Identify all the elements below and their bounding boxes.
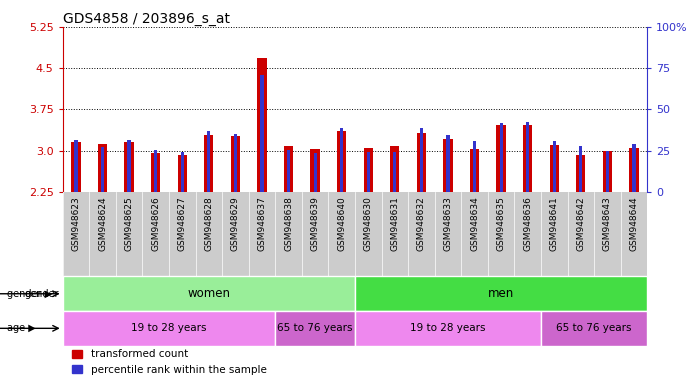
Bar <box>71 142 81 192</box>
Bar <box>234 134 237 192</box>
Text: GSM948634: GSM948634 <box>470 196 479 251</box>
Text: gender: gender <box>24 289 59 299</box>
Text: GSM948623: GSM948623 <box>72 196 81 251</box>
Text: GSM948640: GSM948640 <box>337 196 346 251</box>
Bar <box>633 144 635 192</box>
Bar <box>287 150 290 192</box>
Bar <box>553 141 556 192</box>
Bar <box>340 127 343 192</box>
Legend: transformed count, percentile rank within the sample: transformed count, percentile rank withi… <box>68 345 271 379</box>
Text: age ▶: age ▶ <box>7 323 35 333</box>
Text: GSM948633: GSM948633 <box>443 196 452 251</box>
Text: 65 to 76 years: 65 to 76 years <box>556 323 632 333</box>
Bar <box>355 276 647 311</box>
Bar <box>576 155 585 192</box>
Bar <box>151 154 160 192</box>
Bar <box>207 131 210 192</box>
Bar <box>284 146 293 192</box>
Text: GSM948636: GSM948636 <box>523 196 532 251</box>
Bar <box>275 311 355 346</box>
Bar <box>337 131 347 192</box>
Text: GSM948635: GSM948635 <box>497 196 505 251</box>
Text: GSM948626: GSM948626 <box>151 196 160 251</box>
Bar <box>367 152 370 192</box>
Bar <box>526 122 529 192</box>
Bar <box>258 58 267 192</box>
Text: 65 to 76 years: 65 to 76 years <box>277 323 353 333</box>
Text: men: men <box>488 287 514 300</box>
Bar <box>629 148 639 192</box>
Text: 19 to 28 years: 19 to 28 years <box>131 323 207 333</box>
Text: women: women <box>187 287 230 300</box>
Text: GSM948638: GSM948638 <box>284 196 293 251</box>
Text: GSM948644: GSM948644 <box>629 196 638 251</box>
Bar <box>417 132 426 192</box>
Text: gender ▶: gender ▶ <box>7 289 52 299</box>
Bar <box>181 152 184 192</box>
Text: GSM948631: GSM948631 <box>390 196 400 251</box>
Text: GSM948624: GSM948624 <box>98 196 107 251</box>
Bar <box>260 75 264 192</box>
Bar <box>63 276 355 311</box>
Text: GSM948628: GSM948628 <box>205 196 213 251</box>
Bar <box>443 139 452 192</box>
Bar <box>500 123 503 192</box>
Bar <box>606 151 609 192</box>
Text: 19 to 28 years: 19 to 28 years <box>410 323 486 333</box>
Bar <box>125 142 134 192</box>
Bar <box>363 148 373 192</box>
Bar <box>231 136 240 192</box>
Text: GSM948643: GSM948643 <box>603 196 612 251</box>
Text: GSM948629: GSM948629 <box>231 196 240 251</box>
Bar <box>310 149 319 192</box>
Text: GSM948639: GSM948639 <box>310 196 319 251</box>
Bar <box>541 311 647 346</box>
Bar <box>154 150 157 192</box>
Bar <box>74 140 77 192</box>
Text: GSM948641: GSM948641 <box>550 196 559 251</box>
Bar <box>63 311 275 346</box>
Text: GSM948632: GSM948632 <box>417 196 426 251</box>
Bar <box>496 125 506 192</box>
Bar <box>550 145 559 192</box>
Bar <box>101 147 104 192</box>
Text: GSM948642: GSM948642 <box>576 196 585 251</box>
Bar <box>470 149 480 192</box>
Bar <box>523 125 532 192</box>
Text: GSM948627: GSM948627 <box>177 196 187 251</box>
Bar <box>420 127 423 192</box>
Bar <box>313 154 317 192</box>
Bar <box>603 151 612 192</box>
Bar <box>393 152 397 192</box>
Bar <box>355 311 541 346</box>
Text: GDS4858 / 203896_s_at: GDS4858 / 203896_s_at <box>63 12 230 26</box>
Text: GSM948637: GSM948637 <box>258 196 267 251</box>
Bar <box>177 155 187 192</box>
Bar <box>473 141 476 192</box>
Bar <box>579 146 583 192</box>
Text: GSM948625: GSM948625 <box>125 196 134 251</box>
Bar <box>127 140 131 192</box>
Bar <box>98 144 107 192</box>
Bar <box>446 135 450 192</box>
Text: GSM948630: GSM948630 <box>364 196 373 251</box>
Bar <box>390 146 400 192</box>
Bar <box>204 135 214 192</box>
